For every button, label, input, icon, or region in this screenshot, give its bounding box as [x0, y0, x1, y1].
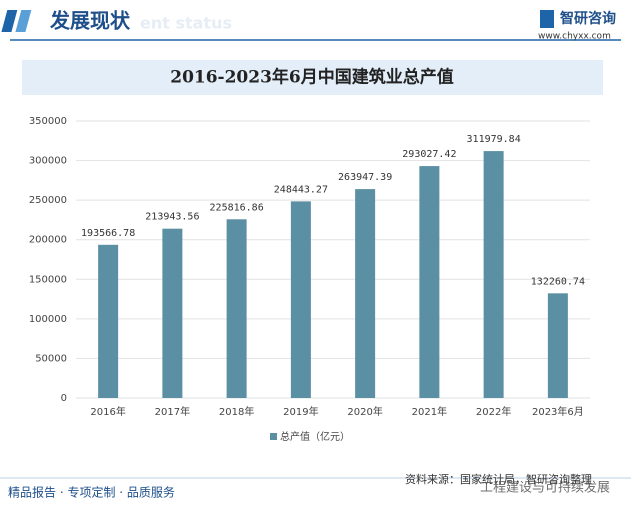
footer-slogan: 精品报告 · 专项定制 · 品质服务	[8, 485, 175, 500]
value-label: 293027.42	[402, 149, 456, 160]
chart-title: 2016-2023年6月中国建筑业总产值	[170, 67, 454, 88]
logo-text: 智研咨询	[559, 10, 616, 27]
bar	[162, 228, 183, 398]
y-tick-label: 100000	[29, 314, 67, 325]
x-tick-label: 2020年	[347, 405, 382, 418]
bar	[419, 166, 440, 398]
value-label: 132260.74	[531, 276, 585, 287]
bar	[98, 244, 119, 398]
bar	[547, 293, 568, 398]
header-accent	[15, 10, 32, 32]
logo-icon	[540, 10, 554, 28]
legend-label: 总产值（亿元）	[280, 430, 350, 443]
logo-site: www.chyxx.com	[538, 32, 611, 42]
header-title: 发展现状	[49, 9, 131, 33]
y-tick-label: 350000	[29, 116, 67, 127]
title-box	[22, 60, 603, 95]
value-label: 225816.86	[210, 202, 264, 213]
legend-swatch	[270, 433, 277, 440]
header-watermark: ent status	[140, 14, 232, 33]
y-tick-label: 0	[61, 393, 67, 404]
footer-source: 资料来源：国家统计局，智研咨询整理	[405, 472, 592, 486]
value-label: 311979.84	[467, 134, 521, 145]
y-tick-label: 250000	[29, 195, 67, 206]
bar	[483, 151, 504, 398]
value-label: 213943.56	[145, 212, 199, 223]
y-tick-label: 150000	[29, 274, 67, 285]
x-tick-label: 2023年6月	[532, 405, 584, 418]
y-tick-label: 300000	[29, 156, 67, 167]
bar	[290, 201, 311, 398]
x-tick-label: 2019年	[283, 405, 318, 418]
bar	[226, 219, 247, 398]
value-label: 248443.27	[274, 184, 328, 195]
value-label: 263947.39	[338, 172, 392, 183]
bar	[355, 189, 376, 398]
y-tick-label: 50000	[35, 353, 67, 364]
value-label: 193566.78	[81, 228, 135, 239]
x-tick-label: 2017年	[155, 405, 190, 418]
x-tick-label: 2021年	[412, 405, 447, 418]
header-accent	[1, 10, 18, 32]
y-tick-label: 200000	[29, 235, 67, 246]
wechat-watermark: 工程建设与可持续发展	[480, 480, 610, 496]
x-tick-label: 2016年	[90, 405, 125, 418]
x-tick-label: 2022年	[476, 405, 511, 418]
x-tick-label: 2018年	[219, 405, 254, 418]
